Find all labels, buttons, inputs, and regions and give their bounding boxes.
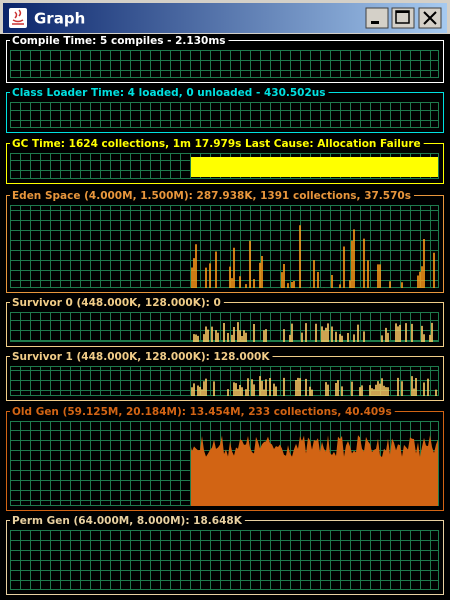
graph-frame xyxy=(10,153,439,179)
panel-label: Eden Space (4.000M, 1.500M): 287.938K, 1… xyxy=(12,190,411,202)
app-icon xyxy=(9,8,27,28)
graph-frame xyxy=(10,205,439,288)
graph-frame xyxy=(10,50,439,78)
label-background xyxy=(10,296,224,309)
memory-usage xyxy=(191,225,435,288)
label-background xyxy=(10,189,414,202)
graph-frame xyxy=(10,530,439,590)
label-background xyxy=(10,86,329,99)
memory-usage xyxy=(193,322,433,342)
graph-grid xyxy=(10,366,439,396)
maximize-button[interactable] xyxy=(391,7,415,29)
graph-grid xyxy=(10,205,439,288)
label-background xyxy=(10,514,245,527)
panel-border xyxy=(6,302,444,347)
panel-label: Perm Gen (64.000M, 8.000M): 18.648K xyxy=(12,515,243,527)
panel-label: Class Loader Time: 4 loaded, 0 unloaded … xyxy=(12,87,326,99)
window-title: Graph xyxy=(34,10,85,28)
memory-usage xyxy=(191,376,437,396)
label-background xyxy=(10,350,273,363)
label-background xyxy=(10,34,229,47)
panel-label: Old Gen (59.125M, 20.184M): 13.454M, 233… xyxy=(12,406,392,418)
label-background xyxy=(10,405,395,418)
graph-frame xyxy=(10,366,439,396)
graph-grid xyxy=(10,102,439,128)
minimize-button[interactable] xyxy=(365,7,389,29)
panel-label: GC Time: 1624 collections, 1m 17.979s La… xyxy=(12,138,421,150)
graph-grid xyxy=(10,530,439,590)
panel-label: Survivor 0 (448.000K, 128.000K): 0 xyxy=(12,297,221,309)
panel-label: Compile Time: 5 compiles - 2.130ms xyxy=(12,35,226,47)
panel-label: Survivor 1 (448.000K, 128.000K): 128.000… xyxy=(12,351,270,363)
graph-grid xyxy=(10,50,439,78)
gc-activity xyxy=(191,157,438,177)
old-gen-usage xyxy=(191,435,438,506)
graph-frame xyxy=(10,102,439,128)
close-button[interactable] xyxy=(418,7,442,29)
label-background xyxy=(10,137,424,150)
